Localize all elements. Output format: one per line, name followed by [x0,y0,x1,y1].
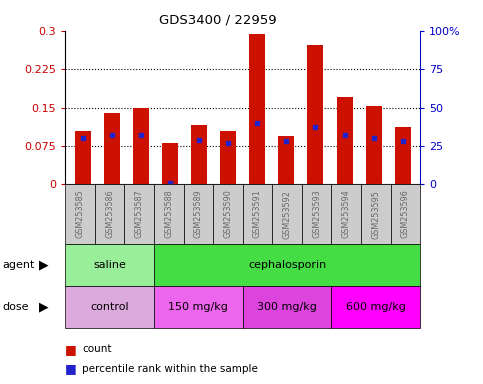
Text: 600 mg/kg: 600 mg/kg [346,302,406,312]
Text: dose: dose [2,302,29,312]
Text: ■: ■ [65,343,77,356]
Bar [162,143,178,184]
Text: GSM253590: GSM253590 [224,190,232,238]
Bar [395,127,411,184]
Text: GSM253585: GSM253585 [75,190,85,238]
Bar [75,131,91,184]
Text: GDS3400 / 22959: GDS3400 / 22959 [158,13,276,26]
Text: GSM253594: GSM253594 [342,190,351,238]
Bar [220,131,236,184]
Text: percentile rank within the sample: percentile rank within the sample [82,364,258,374]
Text: ■: ■ [65,362,77,375]
Bar [104,113,120,184]
Text: 300 mg/kg: 300 mg/kg [257,302,317,312]
Bar [366,106,382,184]
Text: GSM253588: GSM253588 [164,190,173,238]
Bar [308,45,324,184]
Text: GSM253586: GSM253586 [105,190,114,238]
Text: count: count [82,344,112,354]
Text: control: control [90,302,129,312]
Bar [337,97,353,184]
Bar [133,108,149,184]
Text: GSM253595: GSM253595 [371,190,380,238]
Text: cephalosporin: cephalosporin [248,260,326,270]
Text: GSM253592: GSM253592 [283,190,292,238]
Text: 150 mg/kg: 150 mg/kg [169,302,228,312]
Text: GSM253593: GSM253593 [312,190,321,238]
Text: agent: agent [2,260,35,270]
Text: GSM253591: GSM253591 [253,190,262,238]
Text: GSM253596: GSM253596 [401,190,410,238]
Text: GSM253587: GSM253587 [135,190,143,238]
Text: GSM253589: GSM253589 [194,190,203,238]
Text: ▶: ▶ [39,258,48,271]
Text: saline: saline [93,260,126,270]
Bar [278,136,294,184]
Bar [249,34,265,184]
Bar [191,126,207,184]
Text: ▶: ▶ [39,301,48,314]
